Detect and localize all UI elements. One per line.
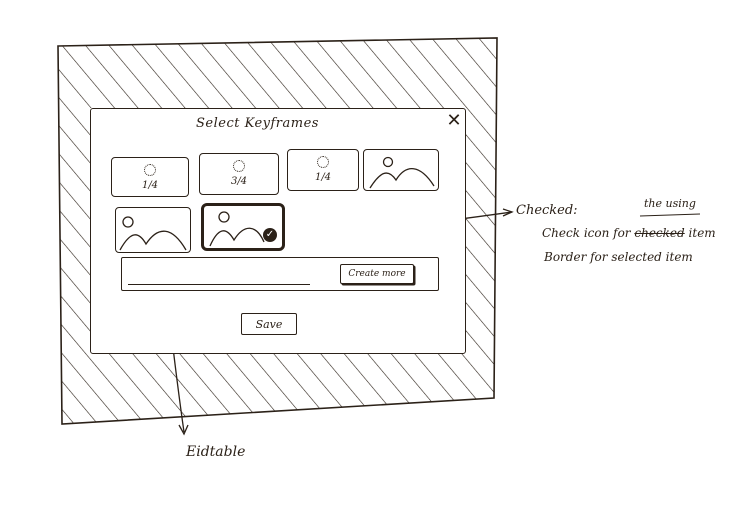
image-placeholder-icon (209, 211, 265, 247)
progress-label: 1/4 (314, 172, 332, 183)
annotation-checked-title: Checked: (516, 203, 578, 218)
image-placeholder-icon (119, 216, 187, 251)
annotation-line1-prefix: Check icon for (542, 226, 631, 240)
loading-spinner-icon (233, 160, 245, 172)
save-button[interactable]: Save (241, 313, 297, 335)
loading-spinner-icon (317, 156, 329, 168)
keyframe-thumbnail[interactable] (115, 207, 191, 253)
annotation-line1-suffix: item (688, 226, 716, 240)
keyframe-thumbnail[interactable] (363, 149, 439, 191)
create-more-button[interactable]: Create more (340, 264, 414, 284)
loading-spinner-icon (144, 164, 156, 176)
check-icon: ✓ (263, 228, 277, 242)
select-keyframes-dialog: Select Keyframes ✕ 1/4 3/4 1/4 ✓ Cr (90, 108, 466, 354)
keyframe-thumbnail-selected[interactable]: ✓ (201, 203, 285, 251)
annotation-editable: Eidtable (186, 444, 246, 460)
annotation-insert: the using (644, 197, 696, 210)
progress-label: 1/4 (141, 180, 159, 191)
dialog-title: Select Keyframes (196, 116, 319, 131)
image-placeholder-icon (369, 156, 435, 189)
annotation-checked-line1: Check icon for checked item (542, 226, 716, 240)
keyframe-thumbnail[interactable]: 1/4 (287, 149, 359, 191)
keyframe-thumbnail[interactable]: 3/4 (199, 153, 279, 195)
keyframe-prompt-bar: Create more (121, 257, 439, 291)
prompt-input[interactable] (128, 264, 310, 285)
annotation-line1-struck: checked (634, 226, 685, 240)
progress-label: 3/4 (230, 176, 248, 187)
close-icon[interactable]: ✕ (446, 110, 462, 131)
annotation-checked-line2: Border for selected item (544, 250, 693, 264)
keyframe-thumbnail[interactable]: 1/4 (111, 157, 189, 197)
